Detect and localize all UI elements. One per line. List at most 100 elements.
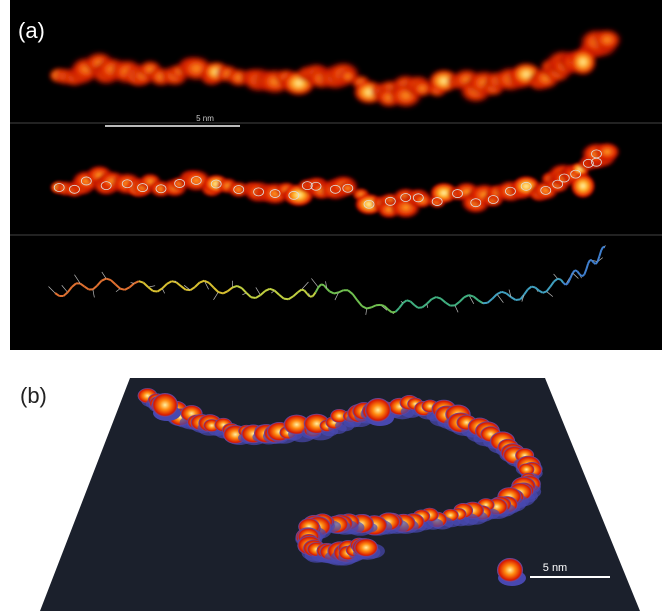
- backbone: [519, 294, 525, 300]
- atom-outline: [288, 190, 300, 200]
- backbone: [366, 306, 372, 310]
- side-chain: [454, 305, 459, 313]
- atom-outline: [570, 169, 582, 179]
- atom-outline: [174, 179, 186, 188]
- backbone: [278, 293, 285, 300]
- backbone: [583, 269, 588, 276]
- backbone: [227, 286, 233, 292]
- backbone: [351, 293, 359, 302]
- side-chain: [325, 281, 328, 289]
- bright-spot: [570, 173, 596, 199]
- backbone: [171, 280, 177, 284]
- backbone: [301, 288, 305, 292]
- backbone: [326, 287, 331, 293]
- afm-strip-annotated: [49, 141, 622, 220]
- blob: [592, 28, 623, 52]
- backbone: [311, 291, 317, 297]
- atom-outline: [452, 189, 463, 198]
- atom-outline: [100, 181, 112, 190]
- backbone: [297, 288, 303, 294]
- backbone: [62, 291, 69, 297]
- backbone: [180, 285, 187, 291]
- backbone: [531, 285, 536, 289]
- backbone: [199, 279, 205, 284]
- side-chain: [61, 285, 68, 293]
- panel-label: (b): [20, 383, 47, 408]
- backbone: [250, 296, 256, 299]
- atom-outline: [505, 186, 516, 196]
- backbone: [565, 282, 569, 286]
- atom-outline: [552, 179, 564, 189]
- backbone: [515, 298, 521, 301]
- atom-outline: [269, 189, 281, 198]
- backbone: [161, 283, 168, 290]
- backbone: [585, 263, 590, 270]
- afm-3d-molecule: [137, 388, 543, 586]
- backbone: [232, 285, 238, 289]
- backbone: [320, 283, 325, 287]
- backbone: [83, 285, 90, 291]
- backbone: [569, 272, 574, 279]
- backbone: [542, 290, 547, 294]
- backbone: [510, 296, 517, 301]
- backbone: [587, 259, 591, 264]
- backbone: [545, 286, 551, 293]
- backbone: [576, 270, 581, 275]
- backbone: [549, 280, 555, 288]
- backbone: [578, 273, 583, 278]
- backbone: [394, 307, 401, 313]
- bump: [518, 463, 535, 476]
- side-chain: [301, 281, 309, 290]
- bump: [354, 538, 378, 557]
- backbone: [323, 284, 328, 290]
- side-chain: [311, 278, 319, 288]
- backbone: [54, 292, 60, 297]
- atom-outline: [412, 193, 424, 203]
- backbone: [124, 286, 130, 291]
- bump: [283, 414, 310, 435]
- bump: [152, 393, 178, 417]
- backbone: [245, 292, 252, 298]
- atom-outline: [540, 186, 552, 195]
- side-chain: [48, 286, 56, 294]
- backbone: [553, 277, 559, 283]
- side-chain: [101, 271, 107, 279]
- backbone: [406, 299, 411, 303]
- side-chain: [546, 291, 554, 297]
- backbone: [431, 296, 437, 301]
- side-chain: [255, 287, 261, 296]
- backbone: [574, 269, 578, 273]
- backbone: [591, 259, 595, 264]
- backbone: [303, 289, 308, 295]
- backbone: [454, 300, 461, 307]
- atom-outline: [342, 183, 354, 193]
- backbone: [594, 261, 599, 265]
- atom-outline: [520, 181, 532, 191]
- bright-spot: [569, 48, 597, 76]
- scale-bar-label: 5 nm: [543, 562, 567, 574]
- atom-outline: [558, 173, 570, 183]
- atom-outline: [233, 185, 245, 194]
- atom-outline: [210, 179, 222, 189]
- backbone: [287, 295, 294, 301]
- side-chain: [174, 280, 177, 283]
- atom-outline: [310, 181, 322, 191]
- backbone: [380, 303, 385, 307]
- backbone: [222, 290, 229, 295]
- backbone: [203, 279, 210, 284]
- atom-outline: [582, 158, 594, 168]
- side-chain: [271, 290, 275, 294]
- atom-outline: [137, 183, 148, 192]
- side-chain: [308, 293, 311, 297]
- backbone: [147, 286, 154, 292]
- backbone: [236, 285, 243, 290]
- backbone: [292, 291, 299, 298]
- backbone: [426, 298, 433, 305]
- backbone: [189, 286, 196, 292]
- backbone: [333, 291, 339, 295]
- side-chain: [496, 293, 504, 303]
- backbone: [387, 308, 393, 314]
- backbone: [463, 294, 470, 299]
- backbone: [562, 281, 567, 286]
- backbone: [71, 282, 77, 288]
